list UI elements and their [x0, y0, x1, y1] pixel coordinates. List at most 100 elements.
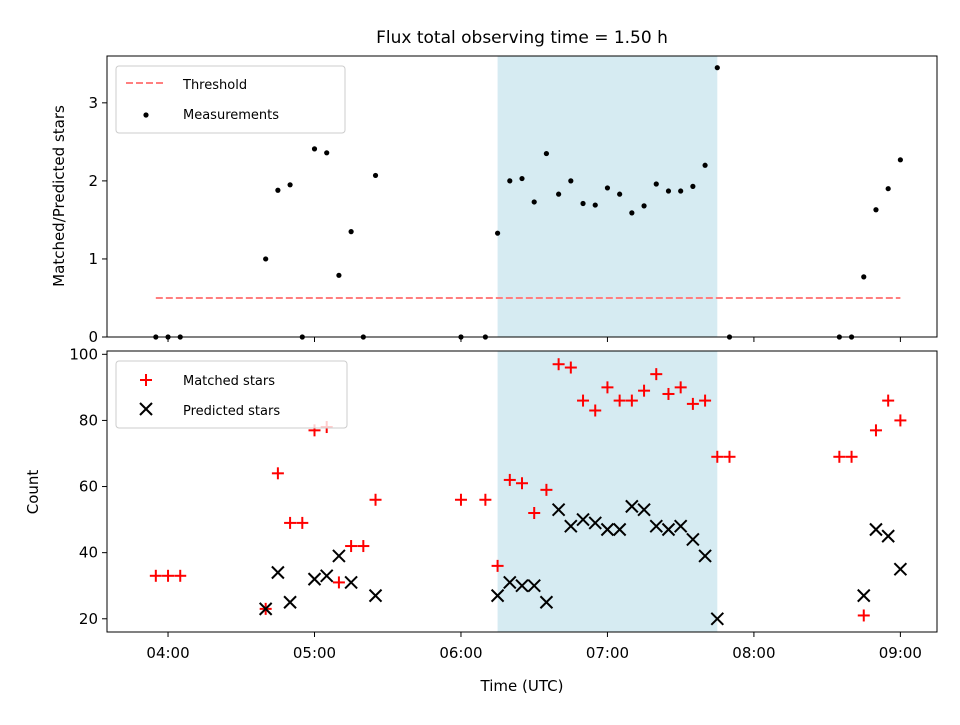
predicted-star-point: [307, 572, 322, 586]
predicted-star-point: [515, 579, 529, 593]
bottom-legend-box: [115, 360, 348, 429]
top-tick-layer: 0 1 2 3: [88, 94, 901, 346]
matched-star-point: [357, 540, 370, 553]
matched-star-point: [345, 540, 358, 553]
measurement-point: [604, 185, 611, 191]
matched-star-point: [332, 576, 345, 589]
measurement-point: [690, 183, 696, 189]
predicted-star-point: [637, 502, 651, 517]
predicted-star-point: [869, 522, 883, 537]
matched-star-point: [894, 414, 907, 427]
measurement-point: [861, 274, 867, 280]
predicted-star-point: [527, 579, 541, 593]
top-highlight-span: [497, 56, 718, 337]
matched-star-point: [369, 493, 382, 506]
bottom-legend: Matched stars Predicted stars: [115, 360, 348, 429]
legend-matched-swatch: [140, 374, 152, 386]
top-y-tick-label: 3: [88, 94, 98, 112]
x-axis-label: Time (UTC): [480, 677, 564, 695]
predicted-star-point: [857, 588, 871, 603]
bottom-y-tick-label: 40: [79, 544, 98, 562]
matched-star-point: [454, 493, 467, 506]
top-y-tick-label: 2: [88, 172, 98, 190]
measurement-point: [897, 157, 903, 163]
predicted-star-point: [893, 562, 908, 576]
predicted-star-point: [673, 519, 688, 533]
predicted-star-point: [271, 565, 285, 580]
matched-star-point: [638, 384, 651, 397]
predicted-star-point: [539, 595, 554, 609]
x-tick-label: 05:00: [293, 644, 336, 662]
matched-star-point: [711, 450, 724, 463]
matched-star-point: [625, 394, 638, 407]
top-legend: Threshold Measurements: [115, 65, 346, 134]
predicted-star-point: [332, 549, 346, 563]
measurement-point: [336, 272, 342, 278]
predicted-star-point: [368, 588, 383, 603]
matched-star-point: [613, 394, 626, 407]
measurement-point: [568, 178, 574, 184]
x-tick-label: 08:00: [732, 644, 775, 662]
matched-star-point: [528, 506, 541, 519]
predicted-star-point: [661, 522, 676, 537]
predicted-star-point: [698, 549, 712, 563]
legend-predicted-swatch: [139, 402, 153, 416]
predicted-star-point: [881, 529, 895, 543]
measurement-point: [873, 207, 879, 213]
predicted-star-point: [344, 575, 358, 590]
matched-star-point: [699, 394, 712, 407]
top-chart-title: Flux total observing time = 1.50 h: [376, 28, 668, 48]
matched-star-point: [601, 381, 614, 394]
predicted-star-point: [490, 588, 505, 603]
matched-star-point: [271, 467, 284, 480]
matched-star-point: [479, 493, 492, 506]
bottom-y-tick-label: 100: [69, 345, 98, 363]
measurement-point: [641, 203, 647, 209]
matched-star-point: [162, 569, 175, 582]
measurement-point: [507, 178, 513, 184]
measurement-point: [519, 175, 525, 182]
measurement-point: [287, 182, 293, 188]
measurement-point: [494, 230, 501, 236]
matched-star-point: [516, 477, 528, 490]
matched-star-point: [674, 381, 687, 394]
legend-threshold-label: Threshold: [182, 78, 247, 93]
measurement-point: [629, 210, 635, 216]
predicted-star-point: [612, 522, 627, 537]
matched-star-point: [491, 559, 504, 572]
measurement-point: [556, 191, 562, 197]
predicted-star-point: [576, 512, 590, 527]
top-y-tick-label: 1: [88, 250, 98, 268]
matched-star-point: [723, 450, 736, 463]
matched-star-point: [564, 361, 577, 374]
legend-matched-label: Matched stars: [183, 374, 275, 389]
x-tick-label: 04:00: [146, 644, 189, 662]
measurement-point: [372, 172, 379, 179]
matched-star-point: [845, 450, 858, 463]
top-y-axis-label: Matched/Predicted stars: [50, 105, 68, 287]
predicted-star-point: [283, 595, 297, 609]
predicted-star-point: [710, 612, 725, 626]
measurement-point: [311, 146, 318, 152]
measurement-point: [702, 162, 708, 168]
legend-predicted-label: Predicted stars: [183, 404, 280, 419]
matched-star-point: [552, 358, 565, 371]
matched-star-point: [686, 397, 699, 410]
bottom-y-axis-label: Count: [24, 470, 42, 515]
measurement-point: [531, 199, 537, 205]
bottom-subplot: 20 40 60 80 100 04:00 05:00 06:00 07:00 08:00 09:0…: [24, 345, 938, 695]
matched-star-point: [149, 569, 162, 582]
predicted-star-point: [649, 519, 663, 533]
top-legend-box: [115, 65, 346, 134]
predicted-star-point: [588, 516, 602, 530]
matched-star-point: [503, 473, 516, 486]
measurement-point: [885, 186, 891, 192]
top-y-tick-label: 0: [88, 328, 98, 346]
legend-measurements-swatch: [143, 112, 149, 118]
matched-star-point: [833, 450, 846, 463]
measurement-point: [543, 150, 550, 157]
predicted-star-point: [503, 575, 517, 590]
matched-star-point: [882, 394, 895, 407]
